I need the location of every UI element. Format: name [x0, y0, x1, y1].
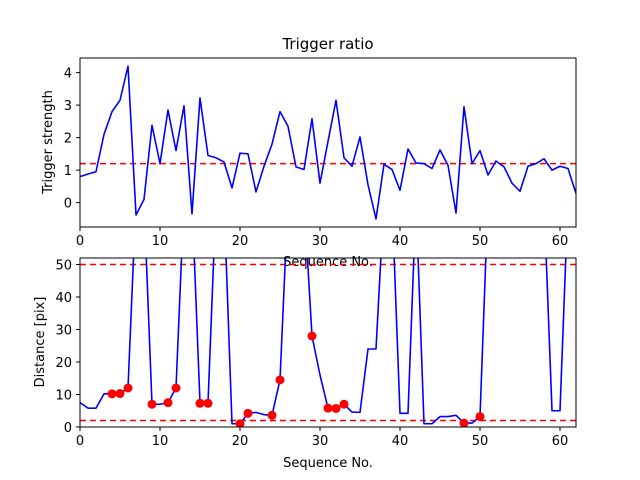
plot-frame: [79, 257, 577, 428]
x-tick-label: 40: [392, 434, 409, 449]
data-point: [195, 398, 205, 408]
data-point: [275, 375, 285, 385]
data-point: [171, 383, 181, 393]
data-point: [475, 412, 485, 422]
data-point: [123, 383, 133, 393]
x-axis-label: Sequence No.: [283, 255, 373, 270]
data-point: [331, 403, 341, 413]
x-tick-label: 30: [312, 234, 329, 249]
axis-ticks: 0 10 20 30 40 50 60 0 10 20 30 40 50: [55, 259, 568, 450]
x-tick-label: 60: [552, 434, 569, 449]
distance-panel: Sequence No. Distance [pix] 0 10 20 30 40 50 6…: [33, 257, 577, 471]
data-point: [243, 408, 253, 418]
y-tick-label: 3: [64, 99, 72, 114]
series-group: [80, 258, 567, 427]
x-tick-label: 10: [152, 434, 169, 449]
data-point: [107, 389, 117, 399]
x-axis-label: Sequence No.: [283, 456, 373, 471]
x-tick-label: 50: [472, 434, 489, 449]
series-line: [80, 65, 576, 220]
data-point: [459, 418, 469, 427]
axis-ticks: 0 10 20 30 40 50 60 0 1 2 3 4: [64, 67, 569, 249]
chart-title: Trigger ratio: [281, 35, 373, 53]
x-tick-label: 10: [152, 234, 169, 249]
x-tick-label: 40: [392, 234, 409, 249]
data-point: [115, 389, 125, 399]
x-tick-label: 50: [472, 234, 489, 249]
data-point: [339, 399, 349, 409]
data-point: [267, 410, 277, 420]
y-axis-label: Distance [pix]: [33, 297, 48, 388]
trigger-ratio-panel: Trigger ratio Sequence No. Trigger stren…: [41, 35, 577, 270]
data-point: [147, 399, 157, 409]
y-tick-label: 30: [55, 324, 72, 339]
reference-lines: [80, 263, 576, 422]
data-point: [163, 398, 173, 408]
y-tick-label: 10: [55, 389, 72, 404]
x-tick-label: 0: [76, 234, 84, 249]
y-axis-label: Trigger strength: [41, 90, 56, 195]
x-tick-label: 30: [312, 434, 329, 449]
y-tick-label: 2: [64, 132, 72, 147]
plot-frame: [79, 57, 577, 228]
y-tick-label: 50: [55, 259, 72, 274]
y-tick-label: 1: [64, 164, 72, 179]
y-tick-label: 0: [64, 197, 72, 212]
series-group: [80, 65, 576, 220]
x-tick-label: 0: [76, 434, 84, 449]
y-tick-label: 0: [64, 421, 72, 436]
y-tick-label: 4: [64, 67, 72, 82]
y-tick-label: 40: [55, 291, 72, 306]
x-tick-label: 60: [552, 234, 569, 249]
data-point: [307, 331, 317, 341]
data-point: [235, 419, 245, 427]
data-point: [323, 403, 333, 413]
x-tick-label: 20: [232, 234, 249, 249]
data-point: [203, 398, 213, 408]
y-tick-label: 20: [55, 356, 72, 371]
x-tick-label: 20: [232, 434, 249, 449]
